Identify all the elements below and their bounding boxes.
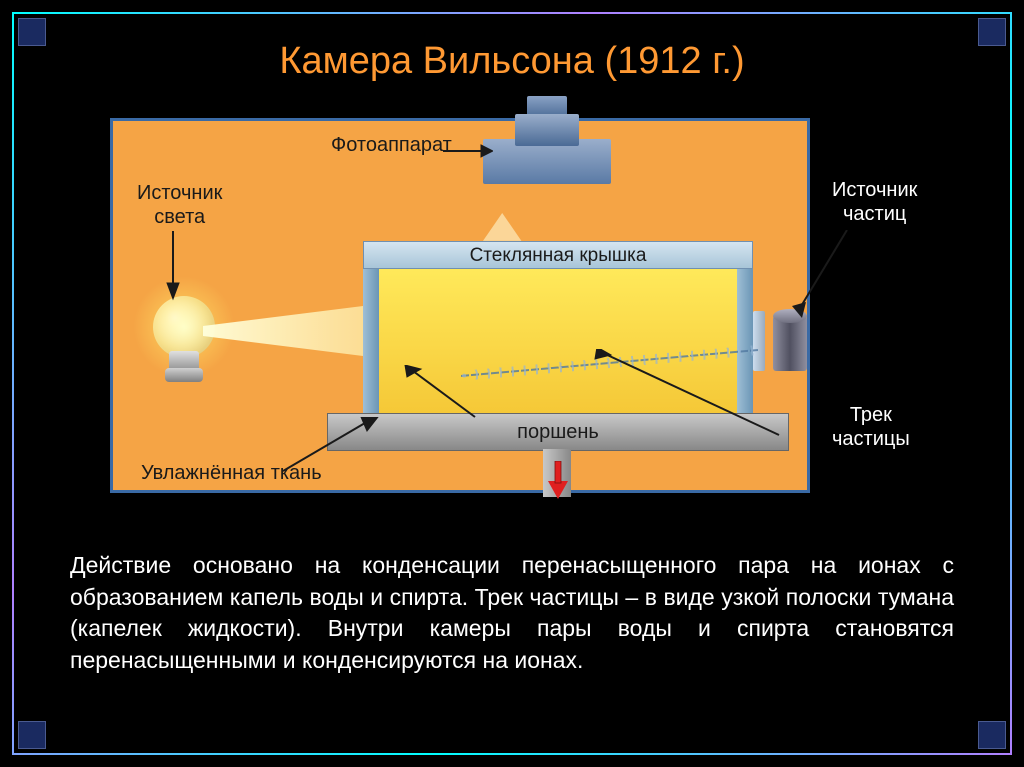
slide-title: Камера Вильсона (1912 г.) — [0, 40, 1024, 83]
arrow-icon — [792, 230, 852, 320]
arrow-icon — [403, 365, 483, 425]
arrow-icon — [593, 349, 783, 439]
description-text: Действие основано на конденсации перенас… — [70, 550, 954, 677]
corner-decoration — [978, 721, 1006, 749]
label-light-source: Источник света — [137, 181, 222, 229]
glass-lid-shape: Стеклянная крышка — [363, 241, 753, 269]
red-arrow-icon — [548, 461, 568, 501]
chamber-wall — [363, 269, 379, 414]
arrow-icon — [158, 231, 188, 301]
arrow-icon — [443, 141, 493, 161]
light-source-shape — [153, 296, 215, 358]
camera-shape — [483, 139, 611, 184]
label-track: Трек частицы — [832, 403, 910, 451]
label-particle-source: Источник частиц — [832, 178, 917, 226]
arrow-icon — [283, 417, 383, 477]
label-glass-lid: Стеклянная крышка — [364, 245, 752, 268]
corner-decoration — [18, 721, 46, 749]
diagram-container: Стеклянная крышка поршень Фотоаппарат Ис… — [110, 118, 810, 493]
label-camera: Фотоаппарат — [331, 133, 452, 157]
